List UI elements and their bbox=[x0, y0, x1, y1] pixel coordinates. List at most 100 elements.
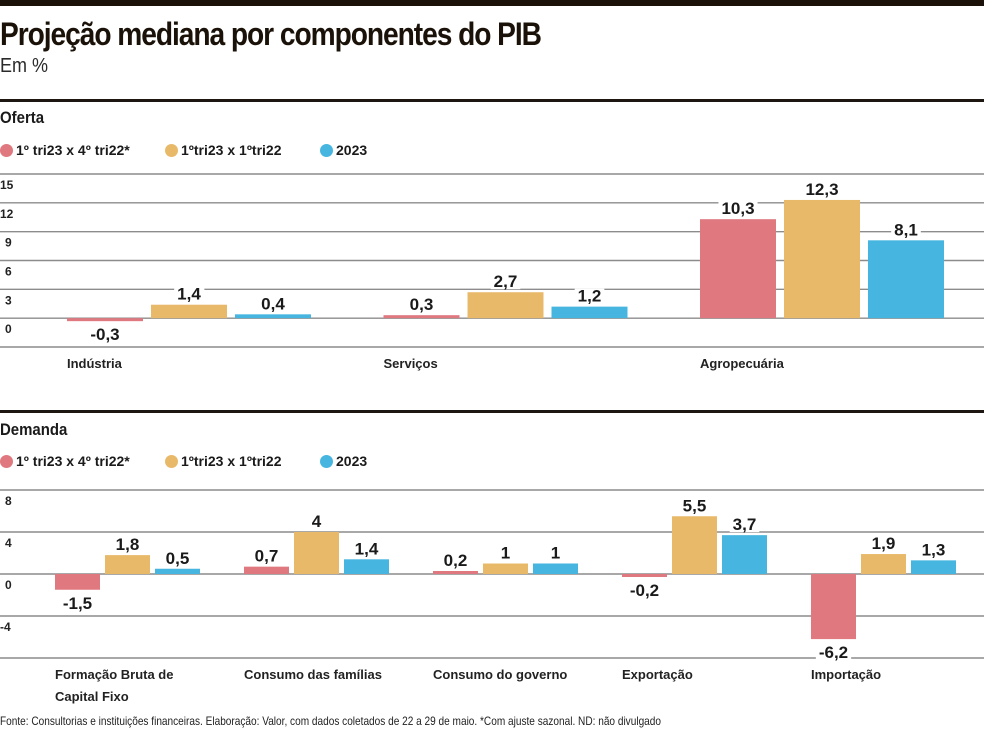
bar bbox=[811, 574, 856, 640]
data-label-background bbox=[162, 550, 193, 566]
data-label-background bbox=[679, 498, 710, 514]
bar bbox=[700, 219, 776, 319]
data-label-background bbox=[802, 181, 842, 197]
category-label: Serviços bbox=[384, 356, 438, 371]
y-tick-label: 8 bbox=[5, 494, 12, 508]
legend-swatch-blue bbox=[320, 143, 333, 157]
bar bbox=[672, 516, 717, 574]
section-title-oferta: Oferta bbox=[0, 108, 45, 127]
y-tick-label: 4 bbox=[5, 536, 12, 550]
legend-label: 2023 bbox=[336, 453, 368, 469]
chart-demanda: 8 4 0 -4 -1,5 1,8 0,5 Formação Bruta de Capital … bbox=[0, 489, 984, 704]
top-rule bbox=[0, 0, 984, 6]
data-label: 0,4 bbox=[261, 294, 285, 313]
bar bbox=[105, 555, 150, 574]
data-label-background bbox=[440, 553, 471, 568]
data-label-background bbox=[918, 542, 949, 558]
data-label-background bbox=[718, 201, 758, 217]
legend-item-series-3: 2023 bbox=[320, 142, 367, 158]
data-label-background bbox=[574, 288, 605, 304]
y-tick-label: 12 bbox=[0, 207, 14, 221]
legend-swatch-yellow bbox=[165, 143, 178, 157]
category-label: Agropecuária bbox=[700, 356, 785, 371]
legend-swatch-red bbox=[0, 454, 13, 468]
bar bbox=[433, 571, 478, 574]
chart-subtitle: Em % bbox=[0, 55, 49, 77]
bar bbox=[784, 199, 860, 319]
bar bbox=[155, 568, 200, 574]
y-tick-label: 3 bbox=[5, 293, 12, 307]
legend-item-series-2: 1ºtri23 x 1ºtri22 bbox=[165, 453, 282, 469]
data-label: 8,1 bbox=[894, 220, 918, 239]
data-label-background bbox=[626, 583, 663, 598]
source-footnote: Fonte: Consultorias e instituições finan… bbox=[0, 714, 662, 728]
y-tick-label: -4 bbox=[0, 620, 11, 634]
bar bbox=[344, 559, 389, 574]
y-tick-label: 0 bbox=[5, 322, 12, 336]
chart-oferta: 15 12 9 6 3 0 -0,3 1,4 0,4 Indústria 0,3 2,7 1,2 Serv… bbox=[0, 173, 984, 371]
legend-swatch-yellow bbox=[165, 454, 178, 468]
data-label: 1,2 bbox=[578, 287, 602, 306]
data-label: 0,2 bbox=[444, 551, 468, 570]
data-label-background bbox=[406, 297, 437, 313]
data-label: 0,5 bbox=[166, 549, 190, 568]
section-divider-demanda bbox=[0, 410, 984, 413]
bar bbox=[533, 563, 578, 574]
data-label-background bbox=[59, 595, 96, 611]
data-label-background bbox=[308, 514, 325, 529]
bar bbox=[55, 574, 100, 590]
data-label: -6,2 bbox=[819, 643, 848, 662]
y-tick-label: 9 bbox=[5, 236, 12, 250]
category-label: Formação Bruta de bbox=[55, 667, 173, 682]
data-label: 5,5 bbox=[683, 496, 707, 515]
category-label: Consumo das famílias bbox=[244, 667, 382, 682]
data-label-background bbox=[490, 274, 521, 290]
data-label-background bbox=[174, 286, 205, 302]
data-label-background bbox=[351, 541, 382, 557]
bar bbox=[67, 318, 143, 322]
section-divider-oferta bbox=[0, 99, 984, 102]
bar bbox=[294, 532, 339, 574]
y-tick-label: 0 bbox=[5, 578, 12, 592]
section-title-demanda: Demanda bbox=[0, 420, 68, 439]
category-label: Importação bbox=[811, 667, 881, 682]
bar bbox=[383, 315, 460, 319]
legend-label: 1º tri23 x 4º tri22* bbox=[16, 453, 130, 469]
bar bbox=[722, 535, 767, 574]
data-label: 1,9 bbox=[872, 534, 896, 553]
legend-swatch-red bbox=[0, 143, 13, 157]
legend-label: 1ºtri23 x 1ºtri22 bbox=[181, 142, 282, 158]
data-label: 1 bbox=[551, 544, 560, 563]
category-label: Consumo do governo bbox=[433, 667, 567, 682]
data-label: 3,7 bbox=[733, 515, 757, 534]
legend-label: 2023 bbox=[336, 142, 368, 158]
legend-item-series-1: 1º tri23 x 4º tri22* bbox=[0, 142, 130, 158]
bar bbox=[868, 240, 944, 319]
y-tick-label: 15 bbox=[0, 178, 14, 192]
data-label-background bbox=[891, 222, 921, 238]
bar bbox=[551, 306, 628, 319]
data-label: 1,4 bbox=[177, 285, 201, 304]
data-label-background bbox=[547, 545, 564, 561]
data-label-background bbox=[868, 536, 899, 552]
legend-swatch-blue bbox=[320, 454, 333, 468]
bar bbox=[622, 574, 667, 577]
bar bbox=[911, 560, 956, 574]
bar bbox=[861, 554, 906, 574]
data-label-background bbox=[251, 548, 282, 564]
data-label: 0,7 bbox=[255, 547, 279, 566]
legend-label: 1º tri23 x 4º tri22* bbox=[16, 142, 130, 158]
data-label-background bbox=[112, 537, 143, 553]
legend-item-series-1: 1º tri23 x 4º tri22* bbox=[0, 453, 130, 469]
data-label-background bbox=[258, 296, 289, 312]
chart-title: Projeção mediana por componentes do PIB bbox=[0, 16, 542, 52]
category-label: Capital Fixo bbox=[55, 689, 129, 704]
data-label: 1,4 bbox=[355, 539, 379, 558]
data-label-background bbox=[729, 517, 760, 533]
data-label: 0,3 bbox=[410, 295, 434, 314]
data-label: -0,3 bbox=[90, 325, 119, 344]
data-label: 1,8 bbox=[116, 535, 140, 554]
data-label: 1,3 bbox=[922, 540, 946, 559]
legend-item-series-2: 1ºtri23 x 1ºtri22 bbox=[165, 142, 282, 158]
legend-label: 1ºtri23 x 1ºtri22 bbox=[181, 453, 282, 469]
